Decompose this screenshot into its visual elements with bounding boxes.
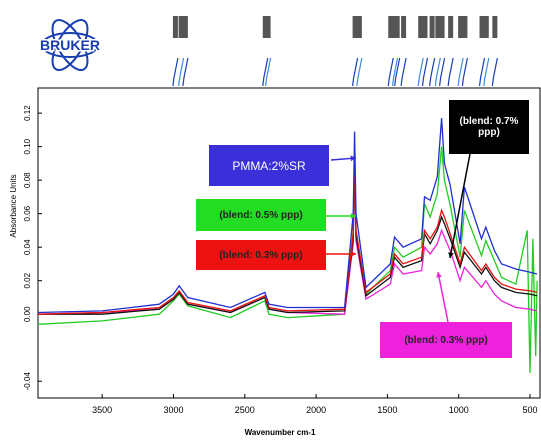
peak-marker: [262, 57, 269, 87]
arrow-head: [350, 155, 356, 162]
peak-label: [356, 16, 362, 38]
peak-marker: [352, 57, 359, 87]
bruker-logo: BRUKER: [39, 19, 101, 71]
annotation-arrow: [437, 271, 449, 323]
peak-marker: [483, 57, 490, 87]
x-tick-label: 500: [523, 405, 538, 415]
peak-marker: [400, 57, 407, 87]
x-tick-label: 3500: [92, 405, 112, 415]
peak-marker: [417, 57, 424, 87]
peak-marker: [478, 57, 486, 87]
peak-marker: [172, 57, 179, 87]
peak-marker: [457, 57, 464, 87]
y-tick-label: 0.12: [23, 105, 32, 121]
y-axis-title: Absorbance Units: [9, 174, 18, 238]
peak-label: [492, 16, 498, 38]
peak-marker: [265, 57, 272, 87]
x-tick-label: 2000: [306, 405, 326, 415]
y-tick-label: -0.04: [23, 372, 32, 391]
peak-marker: [447, 57, 454, 87]
plot-frame: [37, 87, 541, 399]
peak-marker: [394, 57, 401, 87]
y-tick-label: 0.00: [23, 306, 32, 322]
peak-label: [172, 16, 178, 38]
y-tick-label: 0.06: [23, 205, 32, 221]
peak-marker: [391, 57, 399, 87]
annotation-blend-03-red: (blend: 0.3% ppp): [196, 240, 326, 270]
peak-label: [388, 16, 394, 38]
annotation-arrow: [449, 153, 471, 259]
peak-marker: [429, 57, 436, 87]
arrow-head: [350, 213, 356, 219]
annotation-arrows: [326, 153, 471, 323]
x-tick-label: 1000: [449, 405, 469, 415]
peak-label: [429, 16, 435, 38]
peak-label: [458, 16, 464, 38]
peak-marker: [178, 57, 185, 87]
peak-label: [439, 16, 445, 38]
peak-label: [418, 16, 424, 38]
arrow-head: [448, 252, 454, 258]
axis-ticks: 3500 3000 2500 2000 1500 1000 500 -0.04 0.00 0.02…: [23, 105, 538, 415]
peak-label: [483, 16, 489, 38]
peak-marker: [182, 57, 189, 87]
series-line: [37, 154, 538, 315]
peak-label: [394, 16, 400, 38]
peak-label: [182, 16, 188, 38]
peak-marker: [421, 57, 429, 87]
peak-marker: [387, 57, 394, 87]
y-tick-label: 0.02: [23, 272, 32, 288]
peak-marker: [461, 57, 469, 87]
peak-label: [462, 16, 468, 38]
peak-label: [262, 16, 268, 38]
peak-marker: [491, 57, 498, 87]
annotation-pmma: PMMA:2%SR: [207, 143, 331, 188]
y-tick-label: 0.04: [23, 239, 32, 255]
peak-label: [178, 16, 184, 38]
peak-markers: [172, 16, 498, 87]
y-tick-label: 0.08: [23, 172, 32, 188]
peak-marker: [434, 57, 441, 87]
series-line: [37, 118, 538, 314]
annotation-blend-03-magenta: (blend: 0.3% ppp): [380, 322, 512, 358]
peak-label: [265, 16, 271, 38]
peak-label: [401, 16, 407, 38]
annotation-blend-05: (blend: 0.5% ppp): [196, 199, 326, 231]
series-group: [37, 118, 538, 373]
x-axis-title: Wavenumber cm-1: [244, 428, 316, 437]
peak-marker: [356, 57, 363, 87]
peak-label: [352, 16, 358, 38]
x-tick-label: 2500: [235, 405, 255, 415]
peak-label: [435, 16, 441, 38]
x-tick-label: 1500: [377, 405, 397, 415]
peak-marker: [439, 57, 446, 87]
x-tick-label: 3000: [163, 405, 183, 415]
arrow-head: [436, 272, 442, 278]
peak-label: [479, 16, 485, 38]
peak-label: [448, 16, 454, 38]
series-line: [38, 160, 538, 315]
y-tick-label: 0.10: [23, 138, 32, 154]
arrow-head: [350, 251, 356, 257]
annotation-blend-07: (blend: 0.7% ppp): [449, 100, 529, 154]
logo-text: BRUKER: [40, 37, 100, 53]
peak-label: [422, 16, 428, 38]
series-line: [37, 146, 538, 373]
